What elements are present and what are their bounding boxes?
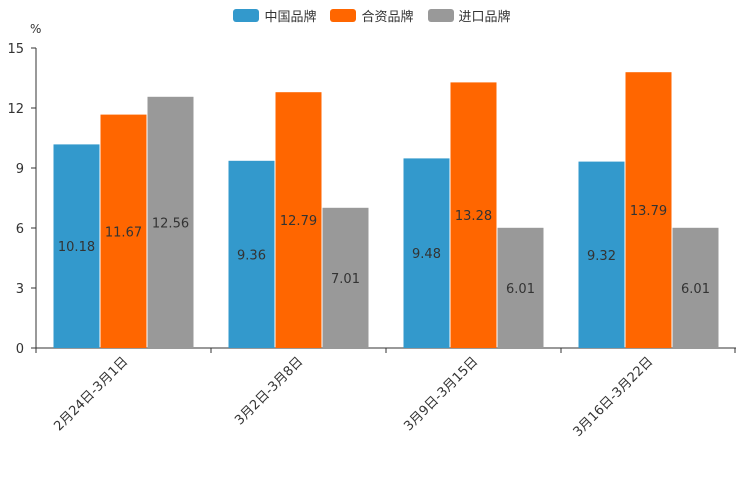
- data-label-3-1: 13.79: [630, 204, 667, 219]
- legend-label-joint-venture: 合资品牌: [361, 10, 414, 25]
- data-label-0-0: 10.18: [58, 240, 95, 255]
- data-label-2-2: 6.01: [506, 282, 535, 297]
- x-tick-label-3: 3月16日-3月22日: [571, 354, 657, 440]
- data-label-1-0: 9.36: [237, 248, 266, 263]
- plot-area: 0 3 6 9 12 15 10.18 11.67 12.56 2月24日-3月1日 9.36 12.…: [7, 42, 736, 440]
- legend-swatch-domestic: [233, 9, 260, 22]
- x-tick-label-0: 2月24日-3月1日: [51, 354, 131, 434]
- y-tick-label-0: 0: [16, 342, 24, 357]
- bar-2-2: [497, 227, 544, 348]
- data-label-3-2: 6.01: [681, 282, 710, 297]
- bar-0-1: [100, 114, 147, 348]
- legend-swatch-imported: [427, 9, 454, 22]
- y-tick-label-5: 15: [7, 42, 24, 57]
- bar-0-0: [53, 144, 100, 348]
- data-label-0-1: 11.67: [105, 225, 142, 240]
- y-tick-label-2: 6: [16, 222, 24, 237]
- legend-item-imported[interactable]: 进口品牌: [427, 6, 511, 25]
- data-label-1-1: 12.79: [280, 214, 317, 229]
- data-label-1-2: 7.01: [331, 272, 360, 287]
- data-label-2-0: 9.48: [412, 247, 441, 262]
- chart-legend: 中国品牌 合资品牌 进口品牌: [0, 6, 744, 25]
- bar-0-2: [147, 96, 194, 348]
- y-unit-label: %: [30, 22, 41, 36]
- data-label-2-1: 13.28: [455, 209, 492, 224]
- legend-swatch-joint-venture: [330, 9, 357, 22]
- bar-3-2: [672, 227, 719, 348]
- legend-label-imported: 进口品牌: [458, 10, 511, 25]
- data-label-3-0: 9.32: [587, 249, 616, 264]
- bar-1-0: [228, 160, 275, 348]
- bar-3-0: [578, 161, 625, 348]
- legend-label-domestic: 中国品牌: [264, 10, 317, 25]
- bar-2-1: [450, 82, 497, 349]
- x-tick-label-1: 3月2日-3月8日: [232, 354, 306, 428]
- y-tick-label-1: 3: [16, 282, 24, 297]
- bar-2-0: [403, 158, 450, 348]
- bar-1-1: [275, 92, 322, 348]
- y-tick-label-3: 9: [16, 162, 24, 177]
- legend-item-joint-venture[interactable]: 合资品牌: [330, 6, 414, 25]
- y-tick-label-4: 12: [7, 102, 24, 117]
- bar-1-2: [322, 207, 369, 348]
- x-tick-label-2: 3月9日-3月15日: [401, 354, 481, 434]
- bar-3-1: [625, 72, 672, 348]
- legend-item-domestic[interactable]: 中国品牌: [233, 6, 316, 25]
- data-label-0-2: 12.56: [152, 216, 189, 231]
